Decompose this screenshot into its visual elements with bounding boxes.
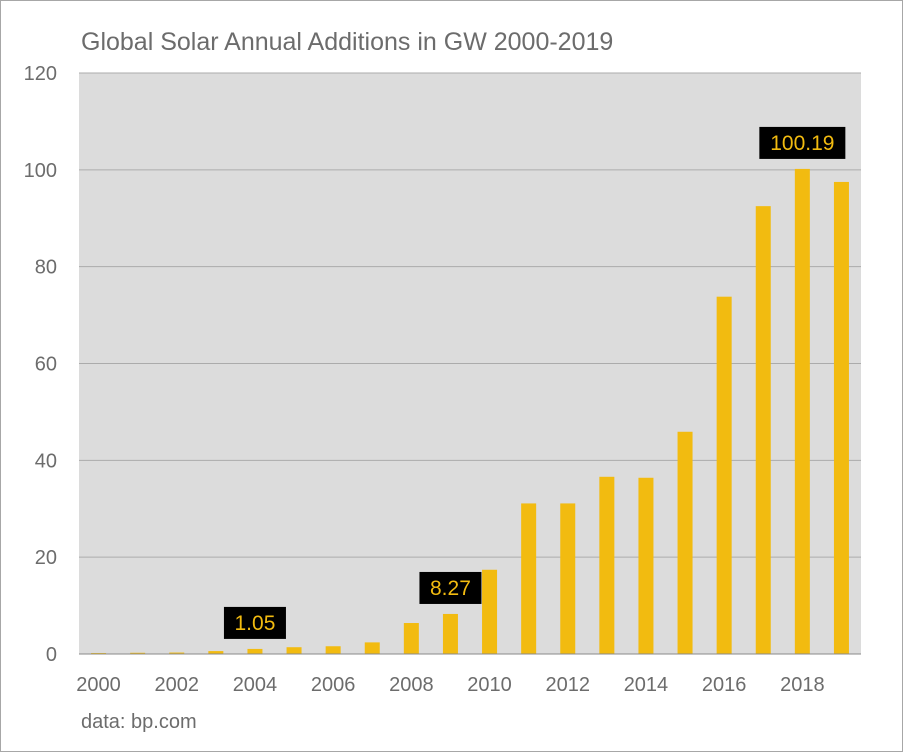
bar-2015 — [677, 431, 693, 654]
callout-label: 100.19 — [770, 132, 834, 155]
x-tick-label: 2012 — [546, 674, 591, 696]
bar-2001 — [130, 652, 146, 654]
bar-2014 — [638, 477, 654, 654]
bar-2007 — [364, 642, 380, 654]
callout-box — [223, 606, 286, 639]
bar-2003 — [208, 651, 224, 654]
y-tick-label: 0 — [46, 644, 57, 666]
x-axis-ticks: 2000 2002 2004 2006 2008 2010 2012 2014 2016 2018 — [76, 674, 824, 696]
x-tick-label: 2016 — [702, 674, 747, 696]
x-tick-label: 2014 — [624, 674, 669, 696]
y-tick-label: 120 — [24, 63, 57, 85]
callout-box — [419, 571, 482, 604]
y-tick-label: 40 — [35, 450, 57, 472]
x-tick-label: 2000 — [76, 674, 121, 696]
bar-2018 — [794, 168, 810, 654]
bar-2005 — [286, 647, 302, 654]
y-tick-label: 60 — [35, 354, 57, 376]
bar-2009 — [442, 613, 458, 654]
value-callouts: 1.05 8.27 100.19 — [223, 126, 846, 639]
chart-title: Global Solar Annual Additions in GW 2000… — [81, 28, 614, 56]
bar-2013 — [599, 476, 615, 654]
bar-2004 — [247, 648, 263, 654]
y-tick-label: 20 — [35, 547, 57, 569]
y-tick-label: 80 — [35, 257, 57, 279]
callout-box — [759, 126, 846, 159]
bar-2017 — [755, 206, 771, 655]
y-tick-label: 100 — [24, 160, 57, 182]
bar-2002 — [169, 652, 185, 654]
x-tick-label: 2008 — [389, 674, 434, 696]
bar-2016 — [716, 296, 732, 654]
callout-label: 1.05 — [235, 612, 276, 635]
bar-2011 — [521, 503, 537, 654]
bar-2008 — [403, 623, 419, 654]
bar-2010 — [482, 569, 498, 654]
bar-2012 — [560, 503, 576, 654]
bar-2006 — [325, 646, 341, 654]
x-tick-label: 2006 — [311, 674, 356, 696]
source-note: data: bp.com — [81, 711, 197, 733]
bar-2019 — [833, 181, 849, 654]
x-tick-label: 2002 — [155, 674, 200, 696]
x-tick-label: 2018 — [780, 674, 825, 696]
y-axis-ticks: 0 20 40 60 80 100 120 — [24, 63, 57, 666]
bars — [91, 168, 849, 655]
x-tick-label: 2010 — [467, 674, 512, 696]
x-tick-label: 2004 — [233, 674, 278, 696]
callout-label: 8.27 — [430, 577, 471, 600]
